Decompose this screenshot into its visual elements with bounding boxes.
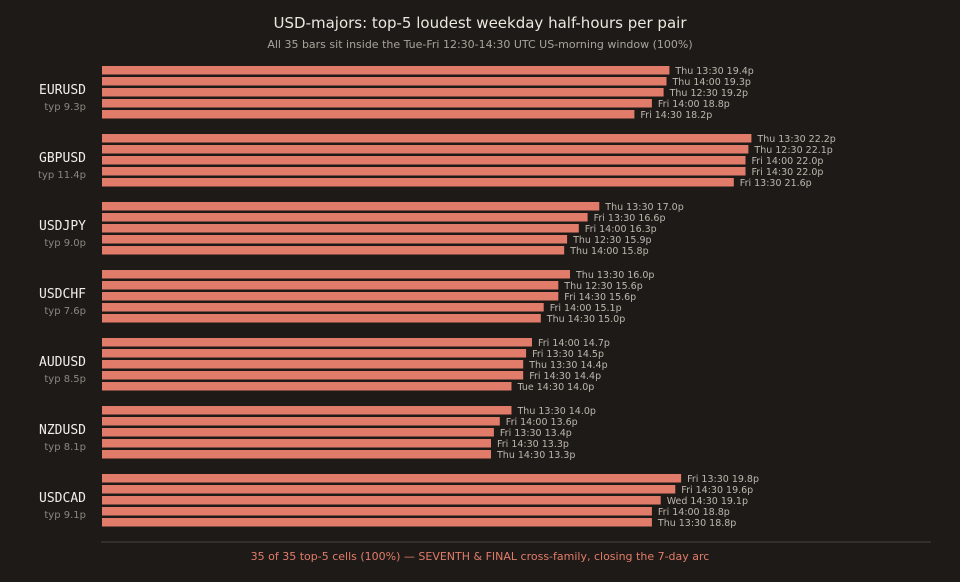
bar-label: Thu 13:30 14.4p — [528, 360, 607, 371]
pair-label: EURUSD — [39, 83, 86, 98]
bar — [102, 292, 559, 301]
bar-label: Fri 14:00 18.8p — [658, 99, 730, 110]
bar — [102, 450, 491, 459]
typ-label: typ 8.1p — [44, 442, 86, 453]
bar — [102, 66, 670, 75]
bar — [102, 281, 559, 290]
bar-label: Fri 14:30 19.6p — [681, 485, 753, 496]
bar-label: Fri 13:30 19.8p — [687, 474, 759, 485]
bar-label: Thu 13:30 14.0p — [517, 406, 596, 417]
bar-label: Fri 14:00 14.7p — [538, 338, 610, 349]
bar-label: Fri 14:30 18.2p — [640, 110, 712, 121]
chart-subtitle: All 35 bars sit inside the Tue-Fri 12:30… — [267, 38, 692, 51]
bar-label: Fri 14:30 14.4p — [529, 371, 601, 382]
bar-label: Thu 14:00 19.3p — [672, 77, 751, 88]
bar-label: Fri 13:30 14.5p — [532, 349, 604, 360]
pair-label: AUDUSD — [39, 355, 86, 370]
bar-label: Fri 14:00 13.6p — [506, 417, 578, 428]
bar — [102, 303, 544, 312]
bar-label: Thu 13:30 22.2p — [756, 134, 835, 145]
bar-label: Fri 14:00 22.0p — [752, 156, 824, 167]
bar-label: Thu 13:30 17.0p — [604, 202, 683, 213]
bar-label: Fri 14:00 16.3p — [585, 224, 657, 235]
typ-label: typ 9.1p — [44, 510, 86, 521]
bar-label: Thu 13:30 18.8p — [657, 518, 736, 529]
bar — [102, 156, 746, 165]
bar — [102, 485, 676, 494]
bar — [102, 145, 749, 154]
bar — [102, 349, 527, 358]
bar — [102, 439, 491, 448]
pair-label: USDCAD — [39, 491, 86, 506]
bar-label: Thu 14:30 15.0p — [546, 314, 625, 325]
bar-label: Fri 13:30 13.4p — [500, 428, 572, 439]
bar-label: Thu 14:30 13.3p — [496, 450, 575, 461]
typ-label: typ 9.3p — [44, 102, 86, 113]
bar-label: Thu 12:30 15.9p — [572, 235, 651, 246]
bar — [102, 110, 635, 119]
bar — [102, 338, 532, 347]
bar — [102, 507, 652, 516]
bar — [102, 406, 512, 415]
bar — [102, 202, 600, 211]
bar-label: Fri 14:30 22.0p — [752, 167, 824, 178]
bar-label: Tue 14:30 14.0p — [517, 382, 595, 393]
bar — [102, 428, 494, 437]
typ-label: typ 9.0p — [44, 238, 86, 249]
pair-label: USDCHF — [39, 287, 86, 302]
bar-label: Wed 14:30 19.1p — [667, 496, 748, 507]
bar-label: Fri 13:30 16.6p — [594, 213, 666, 224]
bar — [102, 88, 664, 97]
bar — [102, 382, 512, 391]
typ-label: typ 11.4p — [38, 170, 86, 181]
bar-label: Fri 14:00 18.8p — [658, 507, 730, 518]
bar — [102, 270, 570, 279]
bar — [102, 167, 746, 176]
pair-label: USDJPY — [39, 219, 86, 234]
chart-title: USD-majors: top-5 loudest weekday half-h… — [274, 14, 688, 32]
bar — [102, 518, 652, 527]
bar — [102, 134, 752, 143]
bar-label: Thu 12:30 22.1p — [753, 145, 832, 156]
bar — [102, 99, 652, 108]
bar — [102, 77, 667, 86]
bar — [102, 224, 579, 233]
bar — [102, 314, 541, 323]
bar — [102, 235, 568, 244]
bar-label: Thu 13:30 19.4p — [674, 66, 753, 77]
bar — [102, 178, 734, 187]
bar-label: Thu 12:30 19.2p — [669, 88, 748, 99]
bar-label: Fri 14:30 13.3p — [497, 439, 569, 450]
bar-label: Fri 13:30 21.6p — [740, 178, 812, 189]
bar — [102, 246, 565, 255]
bar-label: Thu 13:30 16.0p — [575, 270, 654, 281]
pair-label: NZDUSD — [39, 423, 86, 438]
bar — [102, 474, 682, 483]
typ-label: typ 7.6p — [44, 306, 86, 317]
bar — [102, 371, 524, 380]
bar-label: Fri 14:30 15.6p — [564, 292, 636, 303]
pair-label: GBPUSD — [39, 151, 86, 166]
chart-footer: 35 of 35 top-5 cells (100%) — SEVENTH & … — [251, 550, 710, 563]
bar-label: Fri 14:00 15.1p — [550, 303, 622, 314]
bar — [102, 360, 524, 369]
typ-label: typ 8.5p — [44, 374, 86, 385]
bar — [102, 417, 500, 426]
bar-label: Thu 12:30 15.6p — [563, 281, 642, 292]
bar — [102, 496, 661, 505]
bar — [102, 213, 588, 222]
bar-label: Thu 14:00 15.8p — [569, 246, 648, 257]
